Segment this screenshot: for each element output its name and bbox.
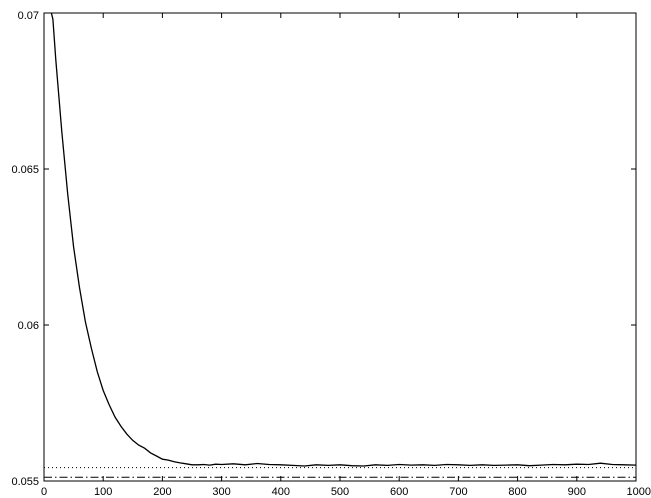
y-tick-label: 0.055 <box>11 476 39 488</box>
x-tick-label: 800 <box>508 486 526 498</box>
x-tick-label: 200 <box>153 486 171 498</box>
y-tick-label: 0.065 <box>11 164 39 176</box>
x-tick-label: 500 <box>331 486 349 498</box>
x-tick-label: 300 <box>212 486 230 498</box>
axes-frame <box>43 12 637 482</box>
y-tick-label: 0.06 <box>18 320 39 332</box>
x-tick-label: 0 <box>41 486 47 498</box>
x-tick-label: 1000 <box>627 486 651 498</box>
x-tick-label: 400 <box>272 486 290 498</box>
x-tick-label: 700 <box>449 486 467 498</box>
x-tick-label: 900 <box>568 486 586 498</box>
y-tick-label: 0.07 <box>18 10 39 22</box>
x-tick-label: 600 <box>390 486 408 498</box>
x-tick-label: 100 <box>94 486 112 498</box>
plot-area <box>44 13 636 478</box>
axis-ticks: 0 100 200 300 400 500 600 700 800 900 1000 0.055 0.0… <box>11 10 651 498</box>
series-solid-line <box>50 13 636 467</box>
